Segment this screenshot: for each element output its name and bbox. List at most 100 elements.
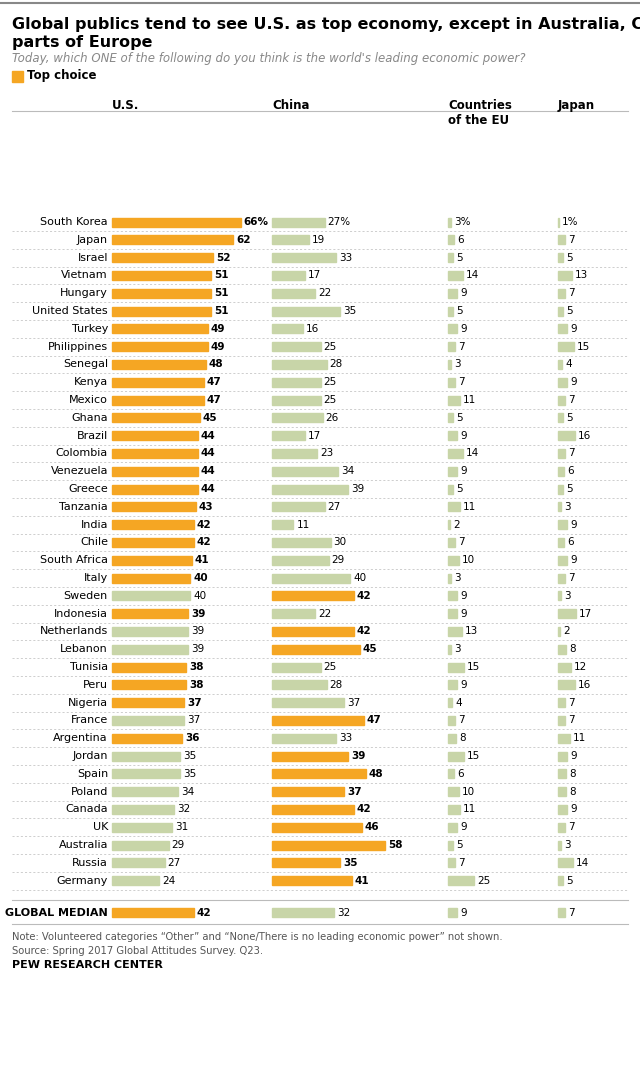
Bar	[448, 466, 458, 476]
Text: 9: 9	[460, 609, 467, 618]
Bar	[448, 537, 455, 547]
Bar	[448, 342, 455, 351]
Text: 35: 35	[343, 306, 356, 316]
Bar	[272, 307, 340, 316]
Bar	[558, 395, 565, 405]
Bar	[112, 681, 186, 689]
Bar	[272, 485, 348, 493]
Text: 7: 7	[458, 377, 465, 388]
Text: 17: 17	[308, 270, 321, 280]
Text: 44: 44	[201, 448, 216, 459]
Text: 34: 34	[341, 466, 355, 476]
Bar	[112, 253, 213, 262]
Text: 7: 7	[568, 908, 575, 918]
Bar	[112, 271, 211, 280]
Bar	[558, 858, 573, 867]
Text: 5: 5	[456, 484, 463, 494]
Bar	[558, 271, 572, 280]
Text: 4: 4	[565, 360, 572, 369]
Bar	[272, 591, 354, 600]
Text: 9: 9	[460, 591, 467, 601]
Text: Global publics tend to see U.S. as top economy, except in Australia, Canada and
: Global publics tend to see U.S. as top e…	[12, 17, 640, 50]
Text: 11: 11	[463, 805, 476, 814]
Text: Venezuela: Venezuela	[51, 466, 108, 476]
Bar	[272, 858, 340, 867]
Bar	[558, 235, 565, 244]
Text: 39: 39	[191, 609, 205, 618]
Text: 39: 39	[351, 484, 364, 494]
Bar	[558, 556, 568, 564]
Text: 10: 10	[461, 556, 475, 565]
Text: Ghana: Ghana	[72, 412, 108, 423]
Text: 37: 37	[347, 786, 362, 797]
Bar	[272, 253, 337, 262]
Text: 6: 6	[458, 769, 464, 779]
Text: 39: 39	[191, 644, 204, 654]
Bar	[558, 716, 565, 725]
Text: 9: 9	[570, 805, 577, 814]
Bar	[112, 908, 194, 918]
Text: 19: 19	[312, 235, 325, 244]
Bar	[558, 307, 563, 316]
Text: 7: 7	[568, 448, 575, 459]
Text: Kenya: Kenya	[74, 377, 108, 388]
Text: 7: 7	[568, 698, 575, 708]
Bar	[272, 787, 344, 796]
Bar	[558, 681, 575, 689]
Bar	[558, 840, 561, 850]
Bar	[448, 271, 463, 280]
Text: 6: 6	[458, 235, 464, 244]
Bar	[112, 378, 204, 387]
Bar	[448, 805, 460, 814]
Text: 35: 35	[183, 751, 196, 761]
Bar	[112, 342, 207, 351]
Text: 11: 11	[463, 395, 476, 405]
Bar	[112, 627, 188, 635]
Text: Lebanon: Lebanon	[60, 644, 108, 654]
Text: 49: 49	[211, 341, 225, 351]
Bar	[558, 342, 573, 351]
Text: 17: 17	[308, 431, 321, 440]
Text: 5: 5	[566, 412, 573, 423]
Text: Peru: Peru	[83, 680, 108, 689]
Text: 49: 49	[211, 324, 225, 334]
Bar	[448, 218, 451, 226]
Text: 42: 42	[197, 519, 212, 530]
Text: 62: 62	[236, 235, 250, 244]
Text: 9: 9	[570, 556, 577, 565]
Bar	[112, 662, 186, 671]
Bar	[448, 556, 458, 564]
Bar	[112, 823, 172, 831]
Bar	[558, 752, 568, 760]
Bar	[112, 449, 198, 458]
Bar	[448, 414, 453, 422]
Text: 35: 35	[183, 769, 196, 779]
Bar	[272, 431, 305, 440]
Bar	[112, 235, 233, 244]
Bar	[448, 645, 451, 654]
Text: 5: 5	[456, 253, 463, 263]
Text: Tunisia: Tunisia	[70, 662, 108, 672]
Bar	[272, 466, 339, 476]
Bar	[112, 414, 200, 422]
Text: 13: 13	[465, 627, 478, 637]
Text: 51: 51	[214, 270, 229, 280]
Text: 38: 38	[189, 680, 204, 689]
Bar	[448, 716, 455, 725]
Bar	[112, 698, 184, 708]
Text: Israel: Israel	[77, 253, 108, 263]
Text: Poland: Poland	[70, 786, 108, 797]
Text: 66%: 66%	[244, 216, 269, 227]
Bar	[112, 752, 180, 760]
Text: 26: 26	[326, 412, 339, 423]
Text: 2: 2	[563, 627, 570, 637]
Bar	[112, 537, 194, 547]
Bar	[448, 840, 453, 850]
Text: 5: 5	[566, 253, 573, 263]
Text: 58: 58	[388, 840, 403, 850]
Text: Germany: Germany	[56, 876, 108, 885]
Bar	[112, 787, 179, 796]
Bar	[272, 449, 317, 458]
Bar	[448, 360, 451, 369]
Bar	[448, 395, 460, 405]
